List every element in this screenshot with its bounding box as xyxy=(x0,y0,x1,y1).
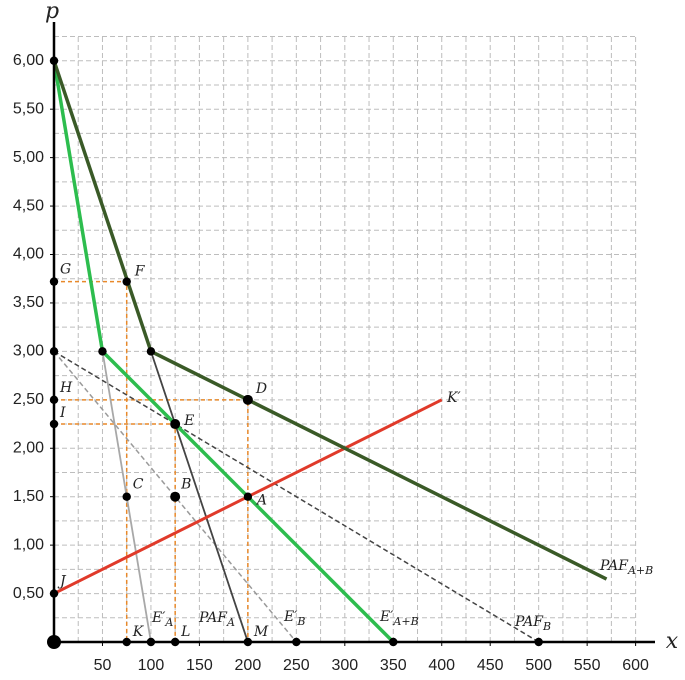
point-label: D xyxy=(255,381,267,397)
series-label: E′B xyxy=(283,609,306,628)
y-tick-label: 5,00 xyxy=(13,149,44,166)
point xyxy=(122,492,131,501)
x-tick-label: 400 xyxy=(428,657,455,674)
point xyxy=(98,347,107,356)
series-label: K′ xyxy=(446,390,461,406)
series-line xyxy=(53,350,297,643)
point xyxy=(49,56,59,65)
x-axis-title: x xyxy=(666,629,679,654)
point xyxy=(146,637,156,647)
point xyxy=(49,277,59,286)
y-tick-label: 1,50 xyxy=(13,488,44,505)
y-tick-label: 1,00 xyxy=(13,536,44,553)
series-label-name: K′ xyxy=(446,390,461,406)
point xyxy=(389,637,398,647)
guide-line xyxy=(54,399,249,642)
point-label: C xyxy=(133,477,144,493)
series-label-name: E′ xyxy=(151,610,166,626)
x-tick-label: 250 xyxy=(283,657,310,674)
series-line xyxy=(52,60,608,581)
series-label: PAFB xyxy=(514,614,551,633)
point xyxy=(243,637,253,647)
x-tick-label: 550 xyxy=(574,657,601,674)
y-tick-label: 4,00 xyxy=(13,246,44,263)
point xyxy=(243,492,253,501)
point xyxy=(49,419,59,429)
point-label: G xyxy=(60,262,71,278)
y-tick-label: 0,50 xyxy=(13,585,44,602)
point-label: H xyxy=(59,380,73,396)
y-tick-label: 5,50 xyxy=(13,100,44,117)
series-label: E′A xyxy=(151,610,173,629)
series-label-name: E′ xyxy=(283,609,298,625)
x-tick-label: 300 xyxy=(331,657,358,674)
y-axis-title: p xyxy=(45,0,59,24)
x-tick-label: 100 xyxy=(138,657,165,674)
y-tick-label: 3,50 xyxy=(13,294,44,311)
x-tick-label: 150 xyxy=(186,657,213,674)
y-tick-label: 6,00 xyxy=(13,52,44,69)
point-label: I xyxy=(59,405,66,421)
point xyxy=(292,637,301,647)
y-tick-label: 2,00 xyxy=(13,439,44,456)
series-label-sub: A+B xyxy=(392,615,418,628)
series-label: E′A+B xyxy=(379,609,419,628)
point-label: J xyxy=(57,574,67,590)
series-label-name: PAF xyxy=(599,558,629,574)
point xyxy=(170,419,181,430)
point xyxy=(49,347,59,356)
point xyxy=(49,589,59,598)
x-tick-label: 350 xyxy=(380,657,407,674)
point-label: A xyxy=(255,493,267,509)
x-tick-label: 450 xyxy=(477,657,504,674)
y-tick-label: 4,50 xyxy=(13,197,44,214)
series-label-name: E′ xyxy=(379,609,394,625)
x-tick-label: 50 xyxy=(94,657,112,674)
series-label-sub: A xyxy=(164,616,173,629)
point-label: E xyxy=(183,413,194,429)
point xyxy=(122,277,131,286)
origin xyxy=(47,635,61,649)
point xyxy=(170,637,180,647)
series-label-name: PAF xyxy=(514,614,544,630)
point-label: L xyxy=(180,624,190,640)
point xyxy=(170,491,181,502)
point xyxy=(242,394,253,405)
y-tick-label: 3,00 xyxy=(13,343,44,360)
series-label-sub: A xyxy=(226,616,235,629)
series-label-name: PAF xyxy=(198,610,228,626)
series-line xyxy=(150,351,249,643)
point-label: B xyxy=(180,477,191,493)
x-tick-label: 600 xyxy=(622,657,649,674)
series-label: PAFA xyxy=(198,610,235,629)
series-label: PAFA+B xyxy=(599,558,653,577)
point xyxy=(49,395,59,405)
point-label: M xyxy=(253,624,269,640)
series-line xyxy=(53,350,540,643)
point xyxy=(534,637,543,647)
x-tick-label: 200 xyxy=(235,657,262,674)
x-tick-label: 500 xyxy=(525,657,552,674)
point-label: F xyxy=(134,264,146,280)
series-label-sub: A+B xyxy=(627,564,653,577)
y-tick-label: 2,50 xyxy=(13,391,44,408)
series-label-sub: B xyxy=(296,615,305,628)
point xyxy=(146,347,156,356)
point xyxy=(122,637,131,647)
point-label: K xyxy=(132,624,145,640)
series-label-sub: B xyxy=(542,620,551,633)
